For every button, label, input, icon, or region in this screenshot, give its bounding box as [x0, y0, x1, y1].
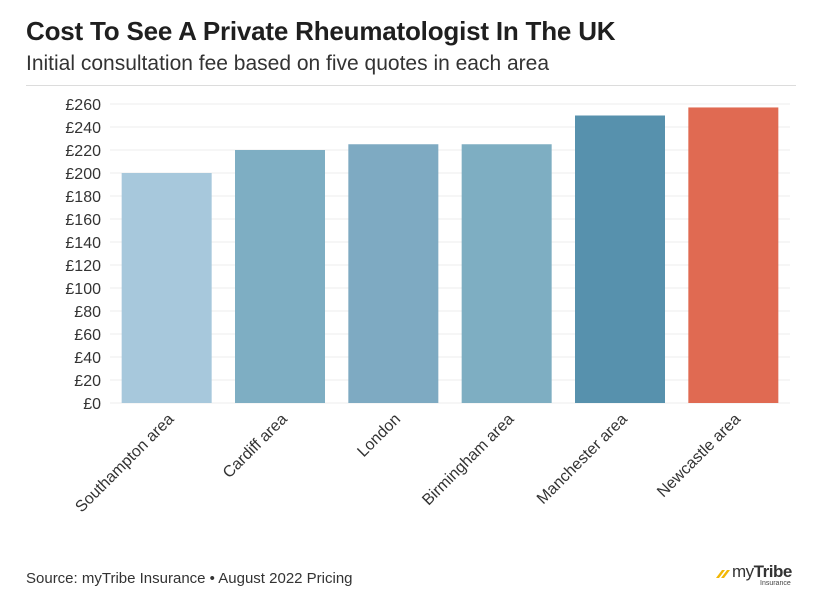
y-tick-label: £100 — [65, 281, 101, 298]
source-note: Source: myTribe Insurance • August 2022 … — [26, 570, 353, 587]
chart-title: Cost To See A Private Rheumatologist In … — [26, 16, 616, 46]
x-tick-label: Birmingham area — [419, 411, 517, 509]
x-tick-label: Southampton area — [72, 411, 177, 516]
x-tick-label: Cardiff area — [220, 411, 291, 482]
bars — [121, 107, 779, 403]
y-tick-label: £40 — [74, 350, 101, 367]
logo-subtitle: Insurance — [760, 580, 791, 587]
bar — [348, 144, 439, 403]
y-tick-label: £20 — [74, 373, 101, 390]
bar-chart: £0 £20 £40 £60 £80 £100 £120 £140 £160 £180 £200 £2… — [65, 97, 790, 516]
x-tick-label: Newcastle area — [654, 411, 744, 501]
y-tick-label: £80 — [74, 304, 101, 321]
y-tick-label: £180 — [65, 189, 101, 206]
gridlines — [110, 103, 790, 404]
bar — [461, 144, 552, 403]
y-tick-label: £260 — [65, 97, 101, 114]
y-tick-label: £220 — [65, 143, 101, 160]
x-axis-ticks: Southampton area Cardiff area London Birmin… — [72, 411, 744, 516]
logo-word-bold: Tribe — [753, 562, 793, 581]
y-axis-ticks: £0 £20 £40 £60 £80 £100 £120 £140 £160 £180 £200 £2… — [65, 97, 101, 413]
logo-wordmark: myTribe — [732, 562, 792, 582]
bar — [121, 173, 212, 403]
logo-mark-icon — [716, 570, 730, 578]
y-tick-label: £140 — [65, 235, 101, 252]
y-tick-label: £200 — [65, 166, 101, 183]
y-tick-label: £240 — [65, 120, 101, 137]
x-tick-label: London — [354, 411, 404, 461]
y-tick-label: £60 — [74, 327, 101, 344]
x-tick-label: Manchester area — [534, 411, 631, 508]
bar — [688, 107, 779, 403]
mytribe-logo: myTribe Insurance — [716, 562, 798, 588]
chart-subtitle: Initial consultation fee based on five q… — [26, 52, 550, 75]
y-tick-label: £160 — [65, 212, 101, 229]
bar — [575, 115, 665, 403]
logo-word-light: my — [732, 562, 754, 581]
bar — [235, 150, 325, 403]
y-tick-label: £0 — [83, 396, 101, 413]
y-tick-label: £120 — [65, 258, 101, 275]
title-divider — [26, 85, 796, 86]
